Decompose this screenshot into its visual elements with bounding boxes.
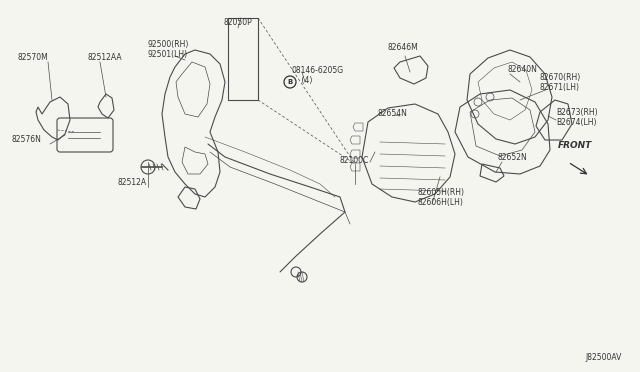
Text: 82100C: 82100C <box>340 156 369 165</box>
Text: 82605H(RH)
82606H(LH): 82605H(RH) 82606H(LH) <box>418 187 465 207</box>
Text: 82652N: 82652N <box>498 153 528 162</box>
Text: 82512A: 82512A <box>118 178 147 187</box>
Text: 82570M: 82570M <box>18 53 49 62</box>
Text: FRONT: FRONT <box>558 141 592 150</box>
Text: 82050P: 82050P <box>223 18 252 27</box>
Text: 82576N: 82576N <box>12 135 42 144</box>
Bar <box>228 18 258 100</box>
Text: B2673(RH)
B2674(LH): B2673(RH) B2674(LH) <box>556 108 598 127</box>
Text: J82500AV: J82500AV <box>586 353 622 362</box>
Text: 82670(RH)
82671(LH): 82670(RH) 82671(LH) <box>540 73 581 92</box>
Text: B: B <box>287 79 292 85</box>
Text: 82512AA: 82512AA <box>88 53 123 62</box>
Text: 82646M: 82646M <box>388 43 419 52</box>
Text: 08146-6205G
    (4): 08146-6205G (4) <box>292 65 344 85</box>
Text: 82654N: 82654N <box>378 109 408 118</box>
Text: 82640N: 82640N <box>508 65 538 74</box>
Text: 92500(RH)
92501(LH): 92500(RH) 92501(LH) <box>148 39 189 59</box>
